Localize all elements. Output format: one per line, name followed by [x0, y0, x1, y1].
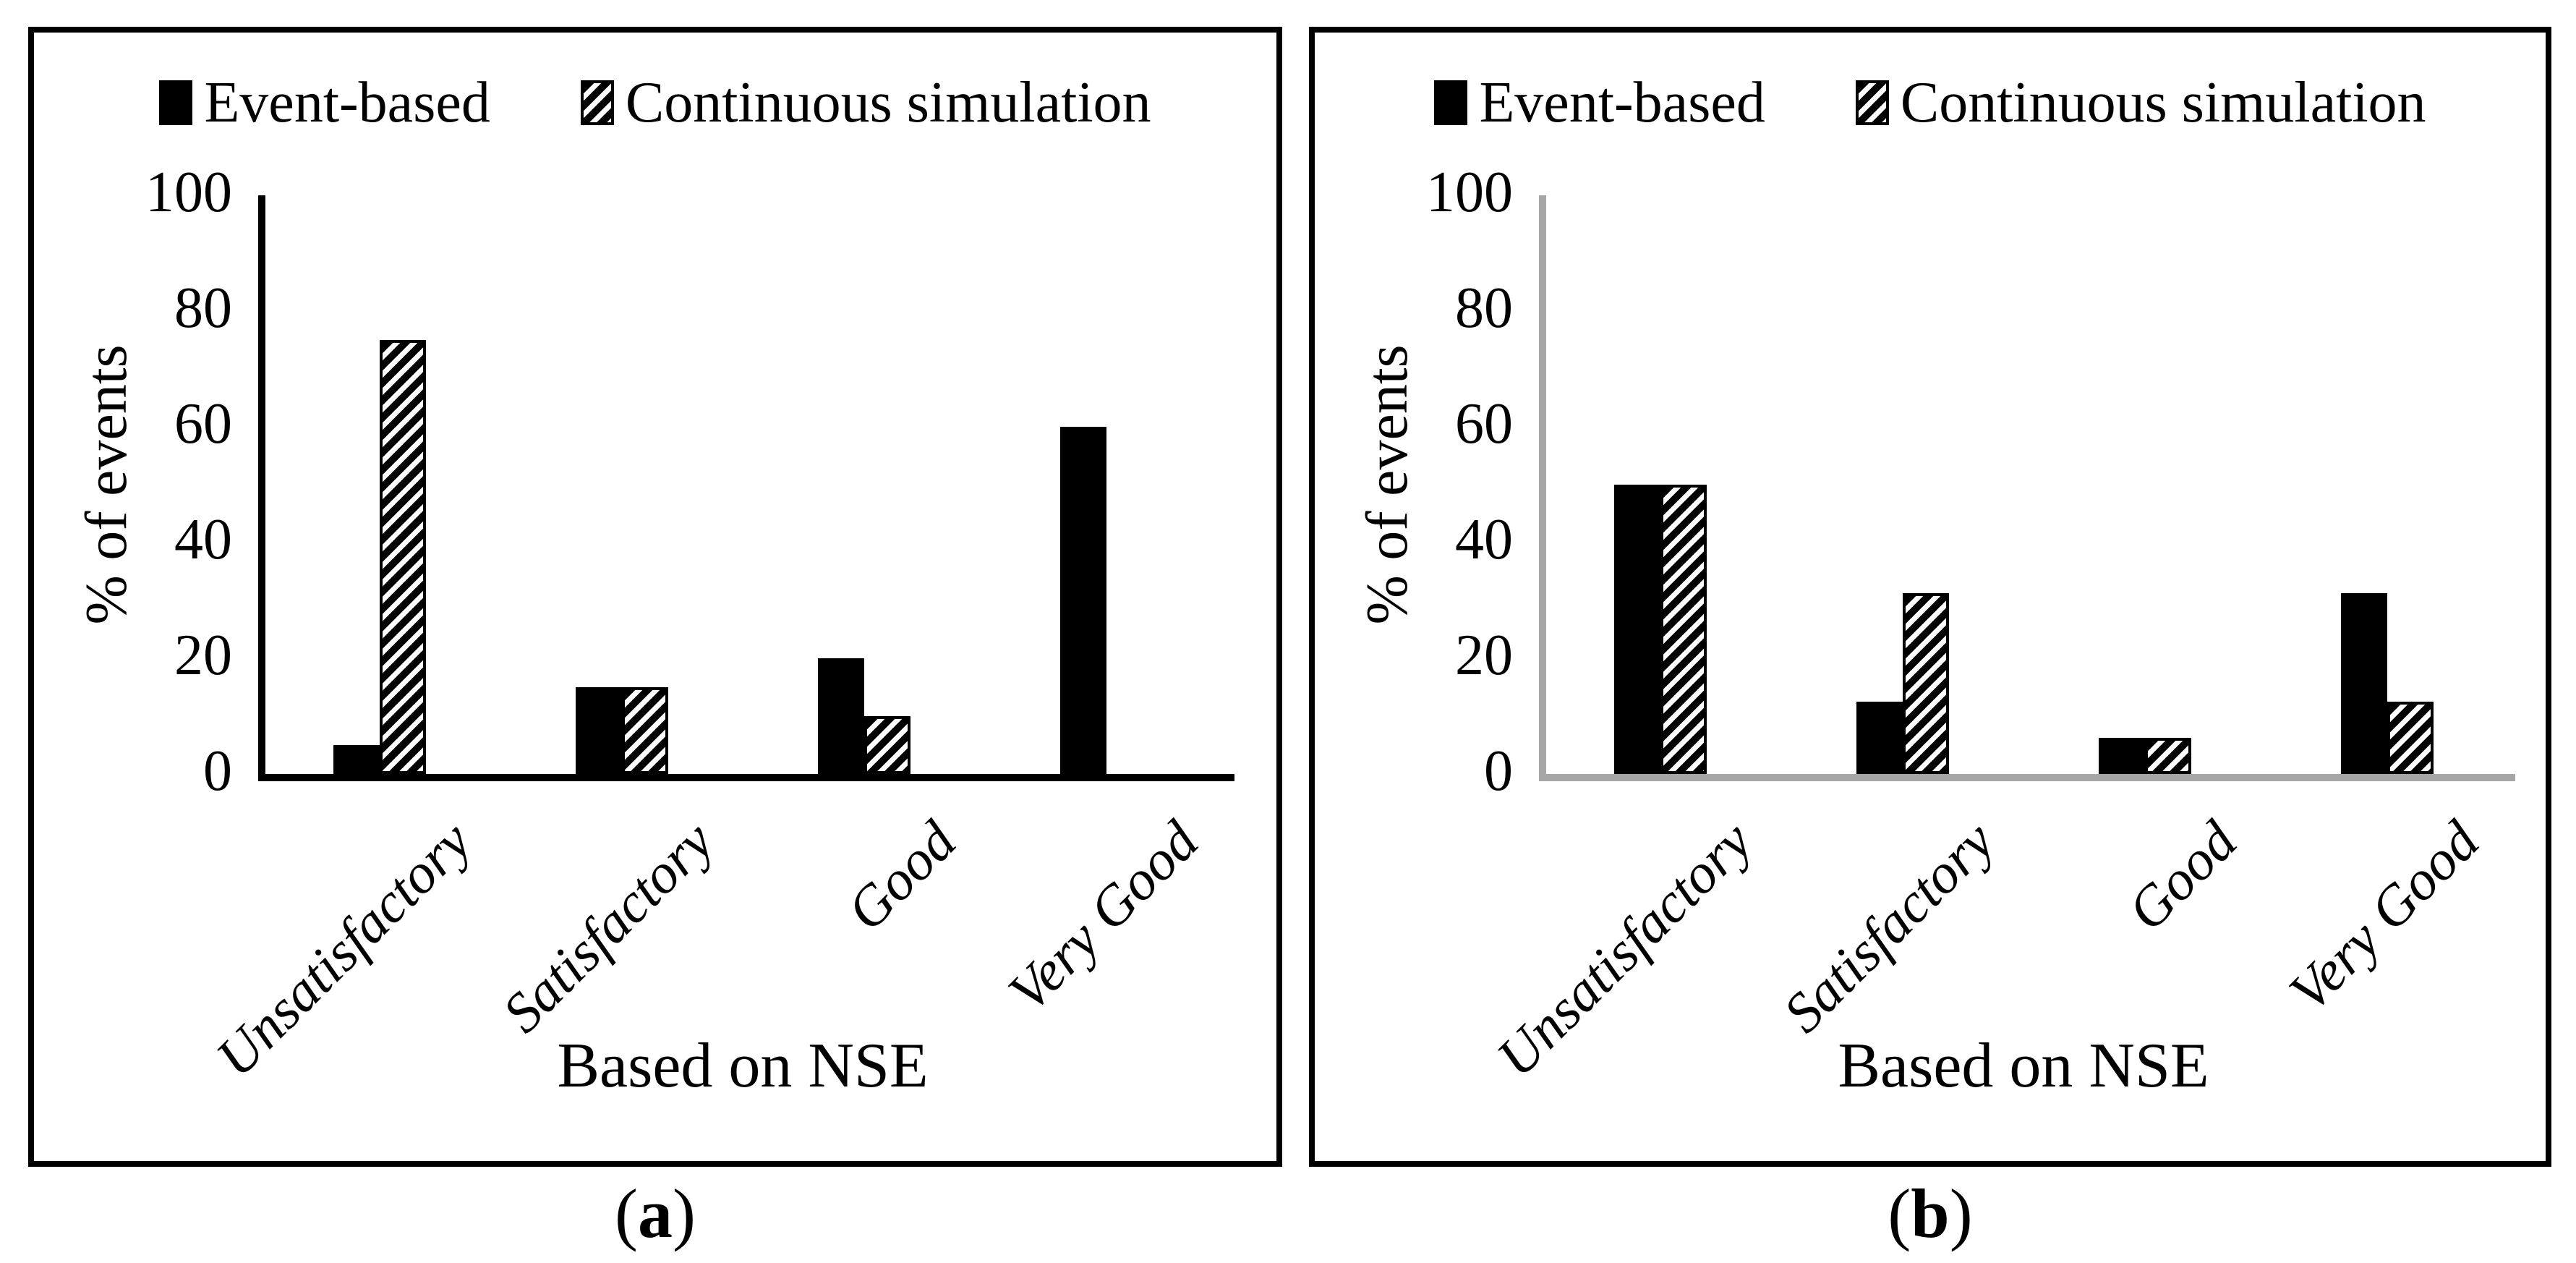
y-tick-label: 100 — [145, 161, 232, 224]
caption-b: (b) — [1309, 1179, 2551, 1249]
bar-event-based-very-good — [2340, 593, 2387, 774]
x-category-label-very-good: Very Good — [2276, 809, 2491, 1024]
y-tick-label: 60 — [1455, 392, 1513, 456]
bar-event-based-unsatisfactory — [333, 745, 380, 774]
bar-event-based-good — [817, 658, 864, 774]
y-tick-label: 20 — [174, 624, 232, 687]
caption-letter: b — [1911, 1175, 1950, 1252]
y-tick-label: 80 — [174, 276, 232, 340]
bar-event-based-unsatisfactory — [1613, 485, 1660, 774]
caption-paren: ) — [673, 1175, 696, 1252]
caption-letter: a — [638, 1175, 673, 1252]
y-axis-line — [258, 195, 265, 781]
legend-label-continuous-simulation: Continuous simulation — [625, 71, 1151, 135]
bar-continuous-simulation-very-good — [2387, 702, 2434, 774]
x-axis-line — [258, 774, 1234, 781]
x-category-label-good: Good — [2115, 809, 2248, 943]
y-tick-label: 0 — [1484, 739, 1513, 803]
legend-b: Event-based Continuous simulation — [1315, 63, 2546, 143]
caption-paren: ) — [1949, 1175, 1973, 1252]
legend-marker-continuous-simulation — [580, 80, 614, 125]
caption-paren: ( — [615, 1175, 638, 1252]
y-axis-title: % of events — [73, 344, 139, 625]
bar-continuous-simulation-unsatisfactory — [379, 340, 426, 774]
bar-continuous-simulation-satisfactory — [621, 687, 668, 774]
bar-continuous-simulation-good — [2144, 738, 2191, 774]
bar-event-based-good — [2098, 738, 2145, 774]
x-category-label-satisfactory: Satisfactory — [1770, 809, 2006, 1045]
y-tick-label: 0 — [203, 739, 232, 803]
panel-a: Event-based Continuous simulation % of e… — [28, 27, 1282, 1167]
legend-marker-continuous-simulation — [1855, 80, 1889, 125]
bar-event-based-satisfactory — [1856, 702, 1903, 774]
y-tick-label: 60 — [174, 392, 232, 456]
y-axis-title: % of events — [1354, 344, 1420, 625]
y-tick-label: 40 — [1455, 508, 1513, 571]
chart-b: Event-based Continuous simulation % of e… — [1315, 33, 2546, 1161]
bar-event-based-satisfactory — [575, 687, 622, 774]
x-axis-title: Based on NSE — [557, 1031, 929, 1101]
chart-a: Event-based Continuous simulation % of e… — [34, 33, 1276, 1161]
bar-continuous-simulation-good — [863, 716, 910, 774]
y-tick-label: 40 — [174, 508, 232, 571]
legend-label-continuous-simulation: Continuous simulation — [1900, 71, 2426, 135]
bar-event-based-very-good — [1059, 427, 1106, 774]
x-category-label-good: Good — [834, 809, 968, 943]
bar-continuous-simulation-unsatisfactory — [1660, 485, 1707, 774]
y-tick-label: 80 — [1455, 276, 1513, 340]
legend-marker-event-based — [1434, 80, 1468, 125]
x-category-label-satisfactory: Satisfactory — [490, 809, 725, 1045]
legend-a: Event-based Continuous simulation — [34, 63, 1276, 143]
caption-a: (a) — [28, 1179, 1282, 1249]
legend-label-event-based: Event-based — [1479, 71, 1765, 135]
x-axis-line — [1539, 774, 2515, 781]
y-tick-label: 100 — [1426, 161, 1513, 224]
y-tick-label: 20 — [1455, 624, 1513, 687]
x-axis-title: Based on NSE — [1838, 1031, 2209, 1101]
panel-b: Event-based Continuous simulation % of e… — [1309, 27, 2551, 1167]
legend-marker-event-based — [159, 80, 193, 125]
legend-label-event-based: Event-based — [204, 71, 490, 135]
y-axis-line — [1539, 195, 1546, 781]
caption-paren: ( — [1888, 1175, 1911, 1252]
bar-continuous-simulation-satisfactory — [1902, 593, 1949, 774]
x-category-label-very-good: Very Good — [995, 809, 1210, 1024]
